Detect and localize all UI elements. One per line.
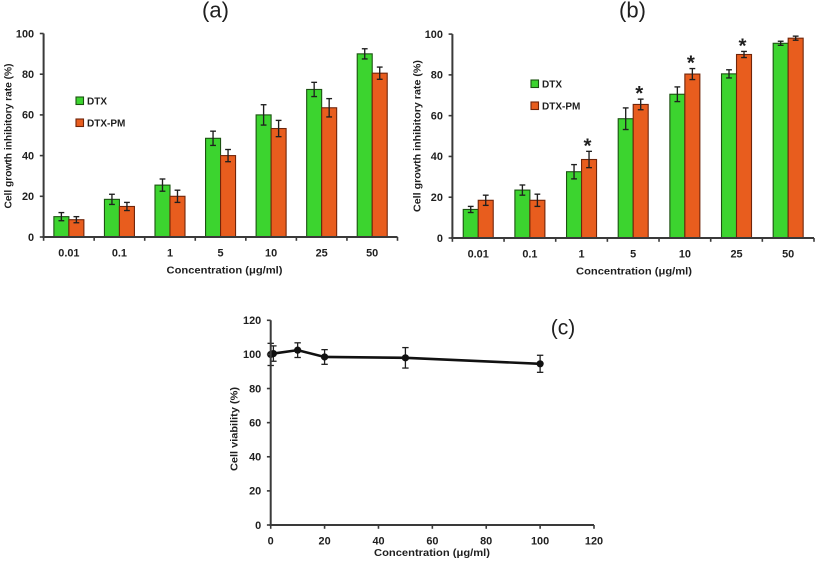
svg-text:80: 80 (480, 535, 492, 547)
svg-text:*: * (635, 82, 643, 105)
svg-text:0.1: 0.1 (522, 248, 537, 260)
svg-text:60: 60 (22, 110, 34, 122)
svg-text:20: 20 (249, 486, 261, 498)
svg-text:DTX: DTX (542, 80, 562, 91)
svg-text:(a): (a) (202, 0, 229, 23)
svg-text:Concentration (μg/ml): Concentration (μg/ml) (167, 265, 283, 277)
svg-text:120: 120 (243, 315, 261, 327)
svg-text:25: 25 (316, 247, 328, 259)
svg-text:100: 100 (16, 28, 34, 40)
svg-text:DTX-PM: DTX-PM (87, 119, 125, 130)
svg-text:Cell viability (%): Cell viability (%) (229, 387, 241, 471)
svg-text:40: 40 (249, 452, 261, 464)
svg-text:5: 5 (630, 248, 636, 260)
svg-text:80: 80 (249, 383, 261, 395)
svg-text:120: 120 (585, 535, 603, 547)
svg-text:0: 0 (28, 232, 34, 244)
svg-text:100: 100 (531, 535, 549, 547)
svg-text:*: * (584, 134, 592, 157)
svg-text:20: 20 (431, 192, 443, 204)
svg-text:20: 20 (319, 535, 331, 547)
svg-text:DTX-PM: DTX-PM (542, 102, 580, 113)
svg-text:5: 5 (217, 247, 223, 259)
svg-text:1: 1 (167, 247, 173, 259)
svg-text:0: 0 (437, 233, 443, 245)
svg-text:40: 40 (372, 535, 384, 547)
svg-text:80: 80 (431, 70, 443, 82)
svg-text:1: 1 (578, 248, 584, 260)
svg-text:40: 40 (22, 150, 34, 162)
svg-text:40: 40 (431, 151, 443, 163)
svg-text:Concentration (μg/ml): Concentration (μg/ml) (576, 266, 692, 278)
svg-text:100: 100 (425, 29, 443, 41)
svg-text:0: 0 (268, 535, 274, 547)
svg-text:50: 50 (366, 247, 378, 259)
svg-text:0.01: 0.01 (58, 247, 79, 259)
svg-text:60: 60 (249, 417, 261, 429)
svg-text:20: 20 (22, 191, 34, 203)
svg-text:(c): (c) (551, 317, 576, 340)
svg-text:60: 60 (431, 111, 443, 123)
svg-text:25: 25 (730, 248, 742, 260)
svg-text:80: 80 (22, 69, 34, 81)
svg-text:100: 100 (243, 349, 261, 361)
svg-text:0.1: 0.1 (112, 247, 127, 259)
svg-text:*: * (739, 34, 747, 57)
svg-text:10: 10 (265, 247, 277, 259)
svg-text:0: 0 (255, 520, 261, 532)
svg-text:*: * (687, 52, 695, 75)
svg-text:DTX: DTX (87, 97, 107, 108)
svg-text:10: 10 (679, 248, 691, 260)
svg-text:0.01: 0.01 (468, 248, 489, 260)
svg-text:50: 50 (782, 248, 794, 260)
svg-text:Cell growth inhibitory rate (%: Cell growth inhibitory rate (%) (2, 64, 14, 209)
svg-text:60: 60 (426, 535, 438, 547)
svg-text:Concentration (μg/ml): Concentration (μg/ml) (374, 547, 490, 559)
svg-text:(b): (b) (619, 0, 646, 23)
svg-text:Cell growth inhibitory rate (%: Cell growth inhibitory rate (%) (412, 60, 424, 212)
